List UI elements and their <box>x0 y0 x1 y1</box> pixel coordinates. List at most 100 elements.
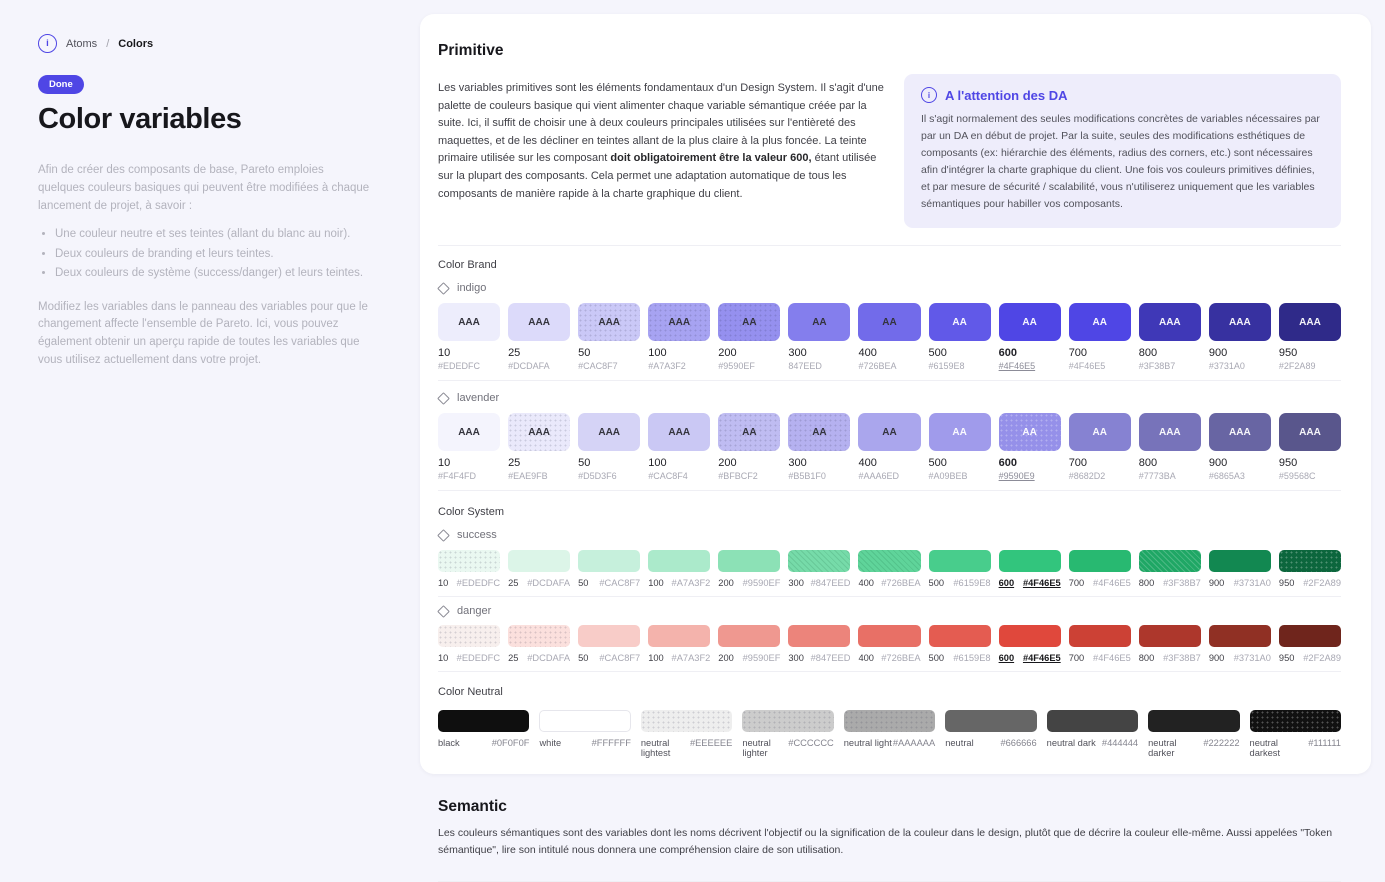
color-swatch-cell: neutral #666666 <box>945 710 1037 758</box>
color-swatch-cell: AAA 100 #CAC8F4 <box>648 413 711 481</box>
breadcrumb-item-atoms[interactable]: Atoms <box>66 37 98 50</box>
da-callout: i A l'attention des DA Il s'agit normale… <box>904 74 1341 228</box>
color-swatch[interactable] <box>1138 625 1201 647</box>
swatch-hex: #0F0F0F <box>491 738 530 748</box>
da-callout-body: Il s'agit normalement des seules modific… <box>921 113 1320 210</box>
color-swatch[interactable] <box>858 550 921 572</box>
breadcrumb-item-colors: Colors <box>118 37 154 50</box>
color-swatch[interactable]: AA <box>1068 303 1131 341</box>
color-swatch[interactable]: AAA <box>578 413 641 451</box>
color-swatch[interactable]: AAA <box>438 413 501 451</box>
color-swatch[interactable] <box>1278 625 1341 647</box>
swatch-scale: 900 <box>1208 653 1225 663</box>
color-swatch[interactable]: AA <box>788 413 851 451</box>
color-swatch[interactable] <box>718 550 781 572</box>
color-swatch[interactable] <box>640 710 733 732</box>
color-swatch[interactable]: AAA <box>578 303 641 341</box>
color-swatch[interactable] <box>1278 550 1341 572</box>
color-swatch[interactable]: AA <box>928 413 991 451</box>
color-swatch[interactable] <box>648 625 711 647</box>
swatch-scale: 200 <box>718 653 734 663</box>
color-swatch[interactable] <box>788 550 851 572</box>
swatch-scale: 100 <box>648 578 664 588</box>
color-swatch[interactable] <box>1068 550 1131 572</box>
color-swatch[interactable]: AA <box>718 303 781 341</box>
color-swatch[interactable]: AAA <box>508 413 571 451</box>
contrast-badge: AAA <box>1229 426 1251 438</box>
color-swatch-cell: white #FFFFFF <box>539 710 631 758</box>
color-swatch[interactable] <box>438 625 501 647</box>
color-swatch[interactable] <box>539 710 631 732</box>
swatch-scale: 100 <box>648 457 667 469</box>
color-swatch[interactable]: AAA <box>1278 303 1341 341</box>
swatch-hex: #B5B1F0 <box>788 471 826 481</box>
color-swatch[interactable]: AA <box>998 413 1061 451</box>
color-swatch[interactable] <box>928 550 991 572</box>
color-swatch[interactable]: AA <box>1068 413 1131 451</box>
swatch-hex: #4F46E5 <box>1022 578 1061 588</box>
color-swatch[interactable]: AAA <box>1138 303 1201 341</box>
color-swatch[interactable] <box>1208 550 1271 572</box>
color-swatch[interactable] <box>1249 710 1341 732</box>
swatch-scale: 900 <box>1208 578 1225 588</box>
color-swatch[interactable] <box>1148 710 1240 732</box>
color-swatch[interactable] <box>998 550 1061 572</box>
color-swatch[interactable]: AAA <box>508 303 571 341</box>
content-card: Primitive Les variables primitives sont … <box>420 14 1371 882</box>
swatch-hex: #222222 <box>1203 738 1240 748</box>
color-swatch[interactable] <box>508 625 571 647</box>
color-swatch[interactable] <box>1068 625 1131 647</box>
color-swatch[interactable]: AAA <box>648 303 711 341</box>
swatch-label-row: 600 #4F46E5 <box>999 653 1061 663</box>
swatch-scale: 50 <box>578 347 591 359</box>
swatch-scale: 10 <box>438 653 449 663</box>
swatch-hex: #3F38B7 <box>1138 361 1176 371</box>
color-swatch[interactable]: AAA <box>1208 413 1271 451</box>
color-swatch[interactable] <box>718 625 781 647</box>
swatch-name: neutral darkest <box>1249 738 1281 758</box>
swatch-hex: #59568C <box>1278 471 1316 481</box>
color-swatch[interactable] <box>1138 550 1201 572</box>
contrast-badge: AAA <box>1158 426 1181 438</box>
color-swatch[interactable] <box>508 550 571 572</box>
color-swatch[interactable] <box>945 710 1037 732</box>
color-swatch[interactable]: AA <box>998 303 1061 341</box>
contrast-badge: AAA <box>598 316 621 328</box>
color-swatch[interactable]: AA <box>788 303 851 341</box>
semantic-section: Semantic Les couleurs sémantiques sont d… <box>438 798 1341 859</box>
color-swatch[interactable]: AAA <box>648 413 711 451</box>
color-swatch[interactable]: AA <box>858 303 921 341</box>
color-swatch[interactable]: AAA <box>1138 413 1201 451</box>
color-swatch[interactable] <box>742 710 834 732</box>
color-swatch[interactable] <box>928 625 991 647</box>
color-swatch[interactable] <box>788 625 851 647</box>
swatch-hex: #CAC8F7 <box>578 361 618 371</box>
color-swatch[interactable] <box>648 550 711 572</box>
contrast-badge: AAA <box>528 316 550 328</box>
swatch-hex: #6865A3 <box>1208 471 1245 481</box>
color-swatch[interactable]: AA <box>928 303 991 341</box>
color-swatch[interactable] <box>578 550 641 572</box>
color-swatch[interactable] <box>1046 710 1139 732</box>
color-swatch[interactable] <box>843 710 936 732</box>
color-swatch-cell: 700 #4F46E5 <box>1068 550 1131 588</box>
color-swatch[interactable] <box>1208 625 1271 647</box>
color-swatch[interactable]: AAA <box>1208 303 1271 341</box>
color-swatch-cell: 900 #3731A0 <box>1208 625 1271 663</box>
swatch-hex: #CCCCCC <box>788 738 834 748</box>
color-swatch-cell: AAA 100 #A7A3F2 <box>648 303 711 371</box>
swatch-scale: 10 <box>438 457 451 469</box>
color-swatch[interactable] <box>858 625 921 647</box>
color-swatch[interactable]: AAA <box>438 303 501 341</box>
color-swatch[interactable]: AA <box>858 413 921 451</box>
color-swatch[interactable] <box>438 710 530 732</box>
color-swatch[interactable] <box>438 550 501 572</box>
color-swatch[interactable] <box>998 625 1061 647</box>
color-swatch[interactable] <box>578 625 641 647</box>
contrast-badge: AAA <box>668 316 691 328</box>
color-swatch[interactable]: AA <box>718 413 781 451</box>
color-swatch[interactable]: AAA <box>1278 413 1341 451</box>
color-swatch-cell: AA 400 #726BEA <box>858 303 921 371</box>
color-swatch-cell: 950 #2F2A89 <box>1278 550 1341 588</box>
swatch-scale: 950 <box>1278 347 1298 359</box>
